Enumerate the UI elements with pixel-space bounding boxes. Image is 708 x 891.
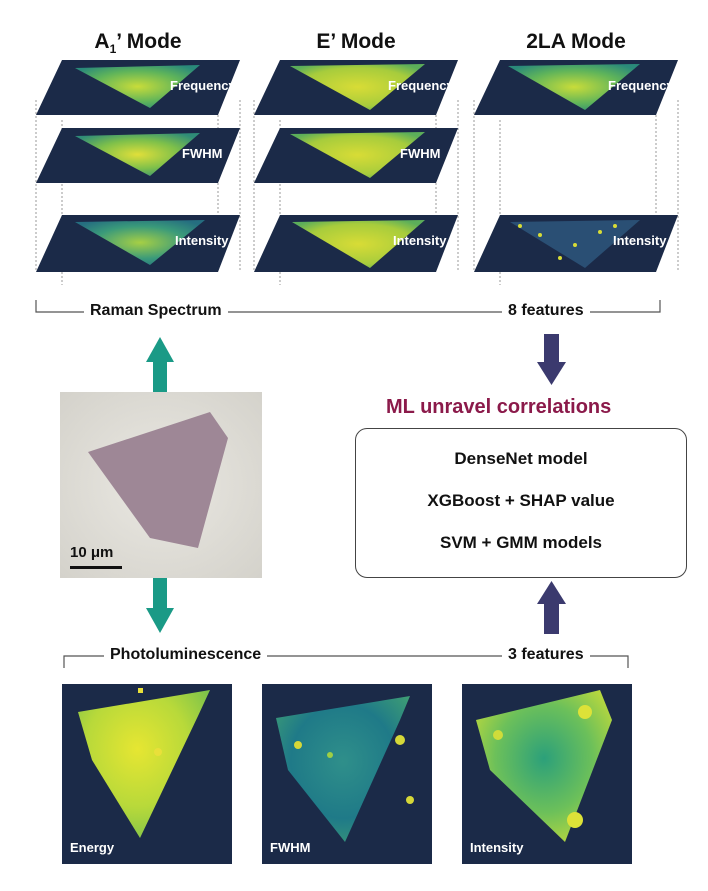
optical-image bbox=[60, 392, 262, 578]
model-xgboost: XGBoost + SHAP value bbox=[427, 491, 615, 510]
e-frequency-label: Frequency bbox=[388, 78, 454, 93]
mode-title-2la: 2LA Mode bbox=[526, 30, 626, 53]
raman-bracket bbox=[35, 300, 661, 313]
teal-arrow-down bbox=[146, 578, 174, 633]
mode-title-e: E’ Mode bbox=[316, 30, 396, 53]
a1-intensity-label: Intensity bbox=[175, 233, 229, 248]
raman-stack-2la bbox=[473, 60, 679, 285]
model-box: DenseNet model XGBoost + SHAP value SVM … bbox=[355, 428, 687, 578]
pl-fwhm-label: FWHM bbox=[270, 840, 311, 855]
model-densenet: DenseNet model bbox=[454, 449, 588, 468]
pl-energy-label: Energy bbox=[70, 840, 115, 855]
scale-bar-label: 10 μm bbox=[70, 544, 114, 561]
2la-frequency-label: Frequency bbox=[608, 78, 674, 93]
navy-arrow-up bbox=[537, 581, 566, 634]
2la-intensity-label: Intensity bbox=[613, 233, 667, 248]
raman-spectrum-label: Raman Spectrum bbox=[84, 302, 228, 320]
raman-stack-a1 bbox=[35, 60, 241, 285]
pl-features-label: 3 features bbox=[502, 646, 590, 664]
e-fwhm-label: FWHM bbox=[400, 146, 441, 161]
raman-stack-e bbox=[253, 60, 459, 285]
pl-map-energy bbox=[62, 684, 232, 864]
e-intensity-label: Intensity bbox=[393, 233, 447, 248]
teal-arrow-up bbox=[146, 337, 174, 392]
a1-frequency-label: Frequency bbox=[170, 78, 236, 93]
pl-bracket bbox=[63, 655, 629, 668]
pl-intensity-label: Intensity bbox=[470, 840, 524, 855]
mode-title-a1: A1’ Mode bbox=[94, 30, 182, 57]
pl-map-intensity bbox=[462, 684, 632, 864]
a1-fwhm-label: FWHM bbox=[182, 146, 223, 161]
navy-arrow-down bbox=[537, 334, 566, 385]
pl-label: Photoluminescence bbox=[104, 646, 268, 664]
ml-title: ML unravel correlations bbox=[386, 396, 612, 418]
pl-map-fwhm bbox=[262, 684, 432, 864]
raman-features-label: 8 features bbox=[502, 302, 590, 320]
model-svm-gmm: SVM + GMM models bbox=[440, 533, 602, 552]
